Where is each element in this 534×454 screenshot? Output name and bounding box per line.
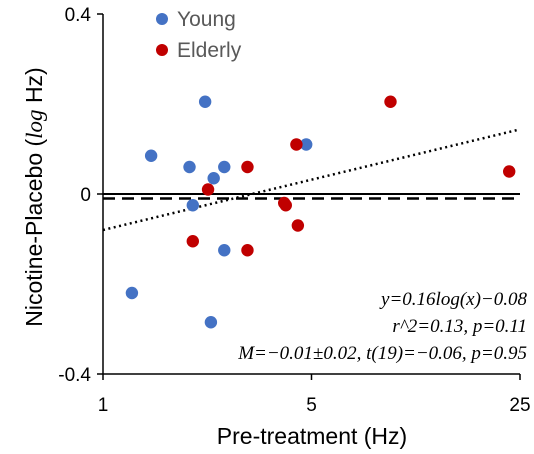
legend-label-elderly: Elderly (177, 39, 242, 62)
y-axis-title-suffix: Hz) (21, 67, 47, 109)
data-point-elderly (186, 235, 199, 248)
data-point-young (204, 316, 218, 329)
y-axis-title: Nicotine-Placebo (log Hz) (21, 67, 47, 326)
legend-marker-young (156, 13, 168, 25)
data-points (125, 95, 516, 329)
data-point-elderly (384, 95, 397, 108)
data-point-elderly (241, 244, 254, 257)
legend-label-young: Young (177, 8, 236, 31)
x-tick-labels: 1 5 25 (98, 374, 531, 416)
data-point-young (144, 149, 158, 162)
y-tick-label: 0.4 (65, 5, 92, 26)
x-axis-title: Pre-treatment (Hz) (217, 423, 407, 449)
data-point-young (125, 286, 139, 300)
data-point-elderly (290, 138, 303, 151)
x-tick-label: 5 (306, 395, 317, 416)
legend: Young Elderly (156, 8, 242, 62)
y-axis-title-prefix: Nicotine-Placebo ( (21, 138, 47, 326)
data-point-elderly (241, 160, 254, 174)
x-tick-label: 1 (98, 395, 109, 416)
mean-t-test: M=−0.01±0.02, t(19)=−0.06, p=0.95 (237, 343, 527, 364)
data-point-elderly (502, 165, 516, 178)
y-tick-labels: -0.4 0 0.4 (58, 5, 103, 386)
data-point-young (218, 160, 231, 174)
data-point-elderly (279, 199, 292, 212)
fit-r-squared: r^2=0.13, p=0.11 (392, 316, 527, 337)
data-point-young (186, 199, 199, 212)
data-point-elderly (201, 183, 215, 196)
x-tick-label: 25 (509, 395, 530, 416)
y-tick-label: -0.4 (58, 365, 91, 386)
fit-statistics: y=0.16log(x)−0.08 r^2=0.13, p=0.11 M=−0.… (237, 289, 527, 364)
fit-equation: y=0.16log(x)−0.08 (379, 289, 527, 310)
y-tick-label: 0 (80, 185, 91, 206)
data-point-young (183, 160, 196, 174)
legend-marker-elderly (156, 44, 168, 56)
data-point-young (300, 138, 313, 151)
y-axis-title-log: log (22, 109, 47, 138)
data-point-elderly (291, 219, 305, 232)
data-point-young (218, 244, 231, 257)
data-point-young (198, 95, 212, 108)
data-point-young (207, 172, 220, 185)
